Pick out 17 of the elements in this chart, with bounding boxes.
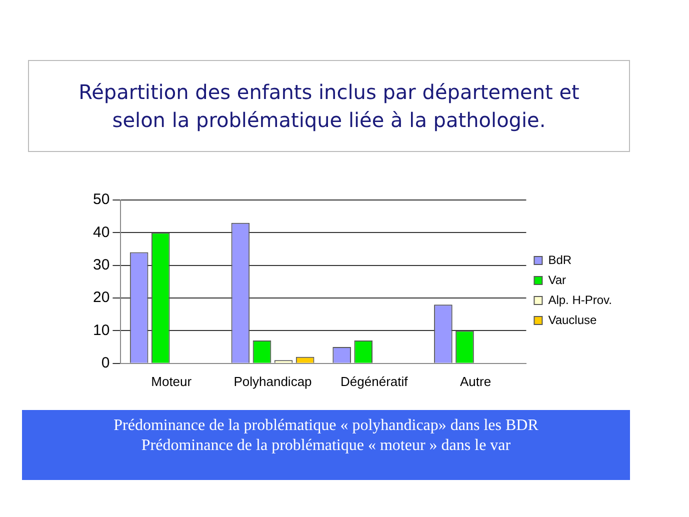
- text: Prédominance de la problématique « moteur » dans le var: [140, 436, 512, 456]
- x-tick-label: Autre: [460, 374, 492, 389]
- y-tick-label: 30: [92, 256, 110, 274]
- legend-label: Var: [548, 272, 566, 287]
- chart-title: Répartition des enfants inclus par département et selon la problématique liée à la pathologie.: [28, 60, 630, 152]
- legend-label: Vaucluse: [548, 312, 598, 327]
- y-tick-label: 10: [92, 322, 110, 339]
- y-tick-label: 20: [92, 289, 110, 306]
- legend-label: Alp. H-Prov.: [548, 292, 612, 307]
- text: Prédominance de la problématique « polyhandicap» dans les BDR: [112, 416, 540, 436]
- x-tick-label: Moteur: [151, 374, 192, 389]
- y-tick-label: 50: [92, 191, 110, 208]
- x-tick-label: Dégénératif: [340, 374, 408, 389]
- x-tick-label: Polyhandicap: [234, 374, 312, 389]
- legend-label: BdR: [548, 252, 572, 267]
- y-tick-label: 0: [101, 354, 110, 372]
- y-tick-label: 40: [92, 224, 110, 241]
